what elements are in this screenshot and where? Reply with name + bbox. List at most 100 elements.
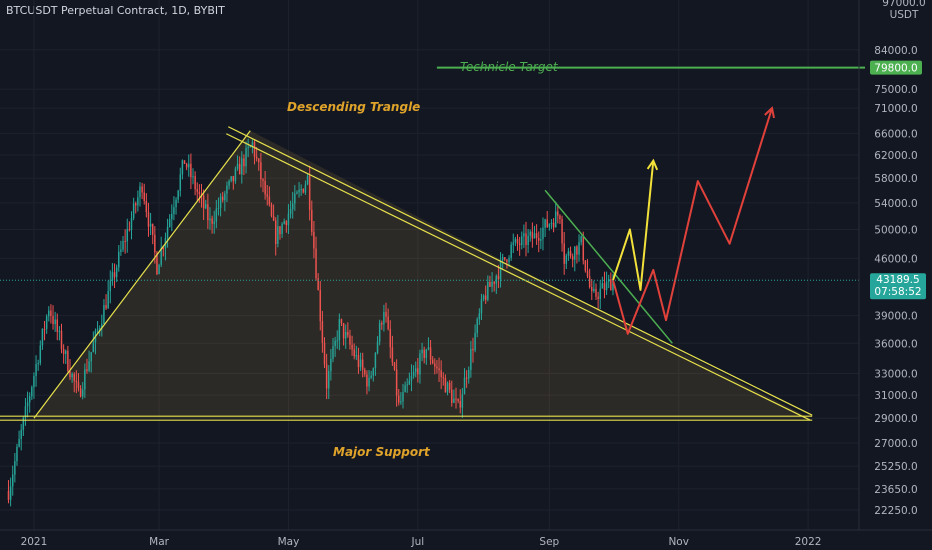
candle-down [349,329,351,350]
candle-up [181,159,184,180]
candle-up [175,197,177,215]
candle-body [202,195,205,209]
price-tick-label: 50000.0 [874,225,917,237]
candle-down [444,374,447,393]
candle-up [412,365,415,379]
candle-down [141,182,143,200]
candle-body [559,215,561,220]
candle-body [162,247,165,249]
candle-up [408,372,411,386]
price-axis-top-label: 97000.0 [882,0,925,9]
candle-body [209,218,211,221]
candle-down [455,387,457,409]
candle-up [41,328,44,350]
candle-body [71,373,73,378]
candle-body [378,323,381,342]
candle-body [540,239,542,241]
time-axis[interactable]: 2021 Mar May Jul Sep Nov 2022 [21,536,822,548]
candle-body [400,401,402,403]
candle-body [28,396,31,403]
candle-body [296,192,298,194]
candle-up [359,352,362,371]
candle-down [194,171,196,196]
candle-body [294,193,296,204]
candle-down [56,313,59,341]
candle-body [586,270,589,277]
candle-body [35,364,37,376]
candle-body [185,163,188,168]
symbol-title: BTCUSDT Perpetual Contract, 1D, BYBIT [6,4,225,17]
candle-body [111,272,114,281]
candle-body [457,399,459,402]
candle-up [529,229,531,242]
candle-body [188,163,190,168]
candle-body [58,330,61,332]
candle-body [168,219,171,227]
candle-body [472,348,474,351]
price-tick-label: 66000.0 [874,128,917,140]
candle-body [347,331,349,336]
candle-up [22,416,25,436]
resistance-trendline [544,189,673,344]
candle-body [393,362,396,370]
candle-body [533,233,536,239]
candle-body [584,260,587,271]
candle-up [217,197,220,216]
candle-body [550,222,553,225]
candle-up [287,204,290,234]
candle-body [196,189,198,192]
candle-down [75,370,78,394]
candle-body [561,219,563,244]
candle-body [306,175,309,185]
candle-down [279,225,281,240]
candle-up [35,355,37,387]
candle-up [461,387,464,418]
candle-body [531,231,534,239]
candle-down [243,154,245,176]
candle-up [192,168,194,185]
candle-down [588,268,591,289]
candle-down [417,358,419,383]
candle-up [410,364,413,392]
candle-down [268,186,271,207]
candle-body [514,239,517,243]
candle-body [247,147,249,149]
candle-body [580,236,582,243]
time-tick-label: Jul [410,536,424,548]
current-price-tag: 43189.5 07:58:52 [870,273,926,300]
candle-down [395,359,398,407]
price-tick-label: 58000.0 [874,173,917,185]
candle-body [177,190,179,200]
candle-up [419,349,421,384]
candle-body [20,429,22,439]
candle-up [120,240,122,256]
candle-down [364,367,366,377]
candle-body [478,313,481,320]
candle-body [232,176,235,182]
candle-up [14,453,16,483]
candle-down [610,272,612,291]
candle-up [567,247,570,261]
candle-down [385,302,387,323]
candle-up [501,253,504,269]
candle-down [145,193,148,218]
candle-body [96,329,99,331]
candle-body [132,203,135,218]
candle-body [334,340,336,347]
candle-down [313,221,315,259]
candle-up [378,319,381,346]
candle-down [557,204,559,224]
candle-body [546,219,548,227]
price-axis[interactable]: 84000.0 75000.0 71000.0 66000.0 62000.0 58000… [874,45,917,517]
candle-body [455,398,457,400]
candle-down [457,398,459,404]
candle-down [535,224,538,245]
candle-up [482,294,485,302]
candle-down [319,281,322,331]
candle-down [563,231,565,275]
candle-body [504,257,506,260]
candle-up [512,233,515,253]
candle-body [151,223,154,235]
candle-up [554,201,557,228]
